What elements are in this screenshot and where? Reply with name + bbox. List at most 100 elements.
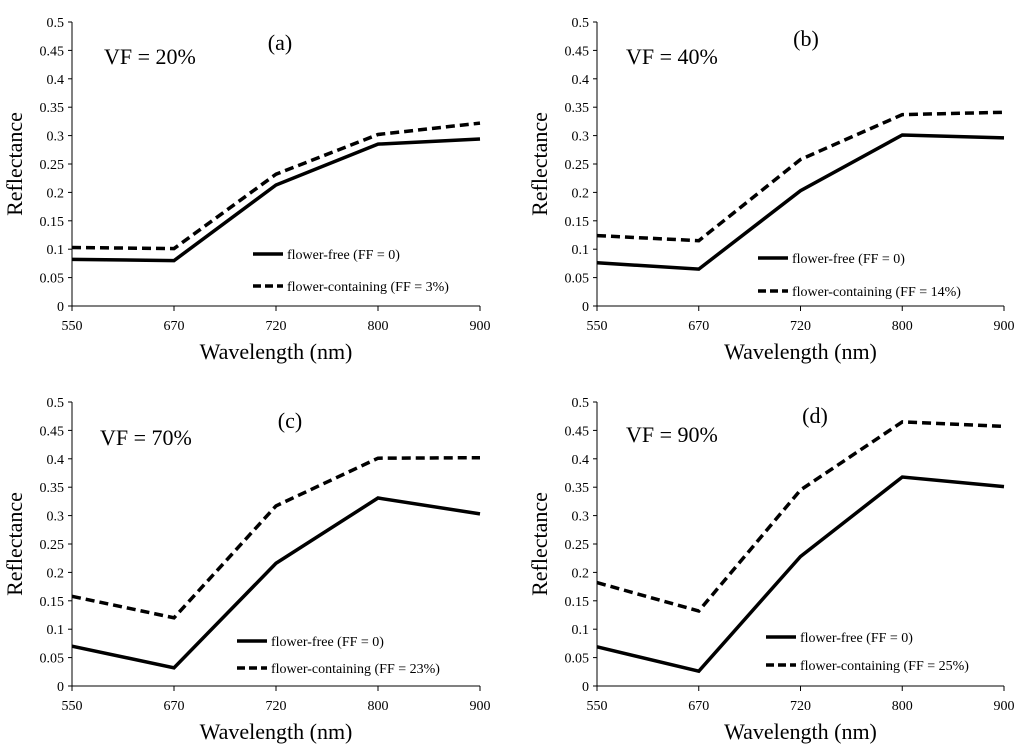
x-axis-title: Wavelength (nm): [724, 339, 877, 364]
x-tick-label: 670: [164, 319, 185, 334]
x-tick-label: 550: [587, 319, 608, 334]
y-tick-label: 0.4: [47, 453, 65, 468]
x-axis-title: Wavelength (nm): [200, 339, 353, 364]
x-tick-label: 720: [266, 699, 287, 714]
y-tick-label: 0: [582, 300, 589, 315]
x-tick-label: 550: [62, 319, 83, 334]
y-tick-label: 0.05: [565, 652, 590, 667]
y-tick-label: 0: [57, 680, 64, 695]
y-tick-label: 0.15: [40, 595, 65, 610]
y-tick-label: 0.5: [47, 396, 65, 411]
legend-item-label: flower-free (FF = 0): [792, 252, 905, 267]
panel-label: (a): [268, 30, 292, 55]
legend-item-label: flower-free (FF = 0): [800, 631, 913, 646]
legend: flower-free (FF = 0) flower-containing (F…: [253, 248, 449, 295]
y-tick-label: 0.5: [572, 16, 590, 31]
x-tick-label: 800: [892, 319, 913, 334]
chart-panel-3: 0 0.05 0.1 0.15 0.2 0.25 0.3 0.35 0.4 0.45 0.5 550 6…: [2, 396, 491, 744]
y-tick-label: 0.1: [572, 623, 590, 638]
y-tick-label: 0.05: [40, 652, 65, 667]
legend: flower-free (FF = 0) flower-containing (F…: [766, 631, 969, 674]
y-tick-label: 0.05: [565, 272, 590, 287]
vf-annotation: VF = 70%: [100, 425, 192, 450]
y-tick-label: 0.15: [565, 595, 590, 610]
y-tick-label: 0.1: [572, 243, 590, 258]
chart-panel-1: 0 0.05 0.1 0.15 0.2 0.25 0.3 0.35 0.4 0.45 0.5 550 6…: [2, 16, 491, 364]
y-tick-label: 0.4: [47, 73, 65, 88]
x-tick-label: 800: [368, 699, 389, 714]
series-line-flower-containing: [596, 420, 1005, 613]
series-line-flower-free: [71, 137, 481, 263]
y-tick-label: 0.25: [565, 158, 590, 173]
x-tick-label: 720: [266, 319, 287, 334]
y-tick-label: 0.2: [572, 186, 590, 201]
x-tick-label: 720: [790, 699, 811, 714]
vf-annotation: VF = 20%: [104, 44, 196, 69]
y-tick-label: 0.1: [47, 243, 65, 258]
series-line-flower-free: [596, 475, 1005, 674]
x-tick-label: 550: [62, 699, 83, 714]
y-tick-label: 0.2: [47, 566, 65, 581]
x-axis-title: Wavelength (nm): [724, 719, 877, 744]
vf-annotation: VF = 90%: [626, 422, 718, 447]
legend-item-label: flower-free (FF = 0): [271, 635, 384, 650]
series-line-flower-containing: [596, 110, 1005, 243]
y-tick-label: 0.4: [572, 73, 590, 88]
y-axis-title: Reflectance: [2, 112, 27, 216]
y-tick-label: 0.25: [40, 158, 65, 173]
y-tick-label: 0.25: [565, 538, 590, 553]
y-tick-label: 0.35: [565, 481, 590, 496]
x-tick-label: 800: [368, 319, 389, 334]
x-tick-label: 800: [892, 699, 913, 714]
y-tick-label: 0.35: [40, 481, 65, 496]
legend-item-label: flower-containing (FF = 14%): [792, 285, 961, 300]
x-tick-label: 900: [470, 319, 491, 334]
y-axis-title: Reflectance: [527, 112, 552, 216]
y-tick-label: 0.35: [40, 101, 65, 116]
x-tick-label: 550: [587, 699, 608, 714]
y-tick-label: 0.1: [47, 623, 65, 638]
legend-item-label: flower-containing (FF = 23%): [271, 662, 440, 677]
y-tick-label: 0.3: [47, 130, 65, 145]
x-tick-label: 900: [470, 699, 491, 714]
y-tick-label: 0.25: [40, 538, 65, 553]
y-tick-label: 0.4: [572, 453, 590, 468]
panel-label: (b): [793, 26, 819, 51]
x-tick-label: 670: [164, 699, 185, 714]
series-line-flower-containing: [71, 455, 481, 620]
legend-item-label: flower-containing (FF = 25%): [800, 659, 969, 674]
panel-label: (d): [802, 403, 828, 428]
legend: flower-free (FF = 0) flower-containing (F…: [237, 635, 440, 677]
series-line-flower-free: [596, 133, 1005, 271]
chart-panel-2: 0 0.05 0.1 0.15 0.2 0.25 0.3 0.35 0.4 0.45 0.5 550 6…: [527, 16, 1015, 364]
y-tick-label: 0.5: [47, 16, 65, 31]
x-tick-label: 900: [994, 699, 1015, 714]
series-line-flower-containing: [71, 121, 481, 251]
y-tick-label: 0: [57, 300, 64, 315]
panel-label: (c): [278, 408, 302, 433]
x-tick-label: 720: [790, 319, 811, 334]
y-tick-label: 0.15: [565, 215, 590, 230]
x-tick-label: 900: [994, 319, 1015, 334]
y-tick-label: 0.45: [40, 44, 65, 59]
legend-item-label: flower-containing (FF = 3%): [287, 280, 449, 295]
y-tick-label: 0.5: [572, 396, 590, 411]
y-tick-label: 0.35: [565, 101, 590, 116]
y-tick-label: 0.45: [565, 424, 590, 439]
y-axis-title: Reflectance: [527, 492, 552, 596]
y-tick-label: 0.2: [572, 566, 590, 581]
chart-panel-4: 0 0.05 0.1 0.15 0.2 0.25 0.3 0.35 0.4 0.45 0.5 550 6…: [527, 396, 1015, 744]
y-tick-label: 0.3: [572, 130, 590, 145]
y-tick-label: 0.45: [565, 44, 590, 59]
y-tick-label: 0.3: [572, 510, 590, 525]
y-tick-label: 0.15: [40, 215, 65, 230]
x-axis-title: Wavelength (nm): [200, 719, 353, 744]
vf-annotation: VF = 40%: [626, 44, 718, 69]
y-tick-label: 0.3: [47, 510, 65, 525]
legend-item-label: flower-free (FF = 0): [287, 248, 400, 263]
y-axis-title: Reflectance: [2, 492, 27, 596]
series-line-flower-free: [71, 496, 481, 670]
y-tick-label: 0.05: [40, 272, 65, 287]
y-tick-label: 0.2: [47, 186, 65, 201]
